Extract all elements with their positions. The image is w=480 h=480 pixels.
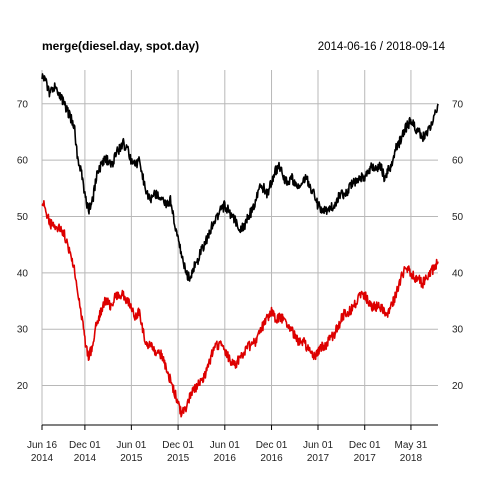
x-tick-label: May 31 [395,440,428,451]
series-line-2 [41,200,439,418]
x-tick-label: Dec 01 [349,440,381,451]
y-tick-label: 50 [17,212,29,223]
x-tick-year: 2014 [31,453,54,464]
x-tick-year: 2017 [307,453,330,464]
y-tick-label-right: 70 [452,99,464,110]
x-tick-label: Jun 01 [303,440,333,451]
x-tick-label: Dec 01 [162,440,194,451]
x-tick-label: Dec 01 [69,440,101,451]
y-tick-label-right: 20 [452,381,464,392]
x-tick-year: 2015 [167,453,190,464]
y-tick-label-right: 50 [452,212,464,223]
y-tick-label-right: 30 [452,325,464,336]
x-tick-label: Jun 01 [116,440,146,451]
series-group [41,73,439,418]
y-tick-label: 30 [17,325,29,336]
x-tick-label: Jun 01 [210,440,240,451]
x-tick-year: 2016 [260,453,283,464]
x-tick-year: 2015 [120,453,143,464]
x-tick-year: 2016 [214,453,237,464]
y-tick-label-right: 40 [452,268,464,279]
x-tick-year: 2018 [400,453,423,464]
y-tick-label: 60 [17,156,29,167]
y-tick-label: 20 [17,381,29,392]
series-line-1 [41,73,439,282]
x-tick-year: 2014 [74,453,97,464]
y-tick-label: 70 [17,99,29,110]
y-tick-label: 40 [17,268,29,279]
x-tick-label: Jun 16 [27,440,57,451]
grid-lines [41,70,438,425]
chart-title: merge(diesel.day, spot.day) [42,39,199,53]
date-range-label: 2014-06-16 / 2018-09-14 [318,41,446,53]
x-tick-year: 2017 [354,453,377,464]
axes-group: 20 20 30 30 40 40 50 50 60 60 70 70 Jun 16 2014 Dec 01… [17,99,464,464]
y-tick-label-right: 60 [452,156,464,167]
x-tick-label: Dec 01 [256,440,288,451]
